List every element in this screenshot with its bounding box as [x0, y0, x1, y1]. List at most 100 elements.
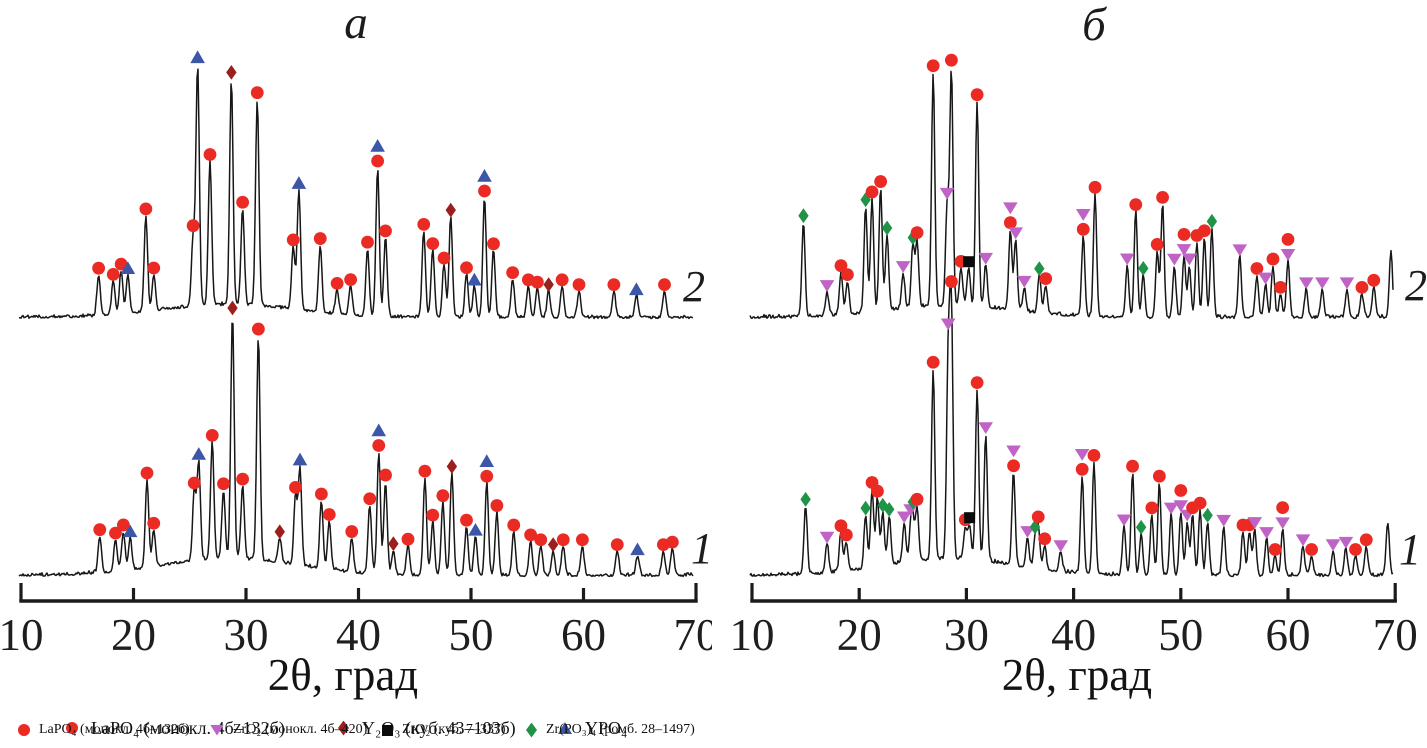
- peak-marker-ZM: [1053, 540, 1069, 553]
- legend-item-L: LaPO₄ (монокл. 4б–132б): [18, 718, 190, 742]
- peak-marker-ZM: [1173, 500, 1189, 513]
- peak-marker-L: [109, 526, 122, 540]
- x-tick-label: 20: [837, 610, 882, 660]
- peak-marker-ZM: [819, 280, 835, 292]
- peak-marker-L: [106, 268, 120, 281]
- peak-marker-L: [1145, 501, 1159, 515]
- peak-marker-ZM: [1163, 502, 1179, 515]
- peak-marker-L: [910, 226, 924, 240]
- peak-marker-ZM: [1325, 539, 1341, 552]
- peak-marker-L: [926, 355, 940, 369]
- peak-marker-L: [371, 154, 385, 168]
- peak-marker-L: [1156, 191, 1169, 204]
- peak-marker-ZM: [1298, 277, 1314, 290]
- peak-marker-Z3: [881, 220, 893, 236]
- xrd-trace-1: [18, 322, 694, 578]
- peak-marker-Y: [122, 524, 138, 538]
- panel-b: 10 20 30 40 50 60 70: [715, 0, 1427, 712]
- peak-marker-L: [1038, 532, 1052, 546]
- x-tick-label: 10: [730, 610, 775, 660]
- peak-marker-L: [926, 59, 940, 73]
- peak-marker-L: [139, 202, 153, 216]
- peak-marker-L: [841, 268, 854, 281]
- panel-a-plot: 10 20 30 40 50 60 70: [0, 50, 713, 660]
- peak-marker-L: [487, 237, 500, 251]
- peak-marker-Y: [120, 261, 136, 275]
- peak-marker-Y: [477, 168, 492, 182]
- peak-marker-Y: [292, 452, 308, 466]
- panel-a-legend: LaPO₄ (монокл. 4б–132б) Y₂O₃ (куб. 43–103…: [0, 714, 1427, 746]
- circle-swatch-icon: [18, 724, 30, 736]
- peak-marker-L: [1355, 281, 1369, 294]
- peak-marker-L: [658, 278, 671, 291]
- peak-marker-L: [1150, 238, 1164, 251]
- peak-marker-L: [322, 508, 336, 521]
- peak-marker-L: [147, 261, 161, 275]
- peak-marker-L: [1087, 448, 1101, 462]
- panel-a: 10 20 30 40 50 60 70: [0, 0, 712, 712]
- peak-marker-L: [1250, 262, 1264, 275]
- peak-marker-L: [910, 492, 924, 506]
- peak-marker-ZM: [939, 187, 955, 200]
- peak-marker-Y: [630, 542, 645, 556]
- peak-marker-L: [1088, 180, 1102, 194]
- peak-marker-L: [1007, 459, 1020, 473]
- peak-marker-L: [1268, 543, 1282, 556]
- peak-marker-L: [1039, 272, 1053, 286]
- peak-marker-L: [314, 487, 328, 501]
- peak-marker-L: [874, 175, 888, 188]
- peak-marker-L: [871, 484, 884, 498]
- peak-marker-L: [1076, 222, 1090, 236]
- peak-marker-ZM: [1020, 526, 1035, 538]
- legend-item-ZC: ZrO₂ (куб. 7–337): [382, 718, 506, 742]
- peak-marker-L: [1281, 232, 1295, 246]
- peak-marker-L: [93, 523, 107, 537]
- peak-marker-L: [607, 278, 621, 291]
- peak-marker-ZC: [964, 512, 976, 524]
- peak-marker-L: [460, 261, 473, 275]
- peak-marker-ZM: [895, 261, 911, 273]
- legend-item-ZM: ZrO₂ (монокл. 4б–420): [210, 718, 367, 742]
- peak-marker-ZM: [978, 252, 993, 265]
- peak-marker-ZM: [1216, 514, 1231, 527]
- peak-marker-L: [1305, 543, 1318, 556]
- peak-marker-ZM: [1315, 277, 1330, 290]
- peak-marker-L: [1276, 501, 1290, 515]
- peak-marker-L: [507, 518, 521, 532]
- peak-marker-L: [506, 266, 520, 279]
- peak-marker-L: [289, 480, 302, 494]
- peak-marker-Y: [370, 139, 385, 152]
- peak-marker-O: [547, 537, 559, 552]
- peak-marker-ZC: [963, 256, 975, 268]
- peak-marker-L: [236, 195, 250, 209]
- x-tick-label: 70: [674, 610, 713, 660]
- peak-marker-ZM: [1232, 244, 1248, 257]
- peak-marker-ZM: [1116, 514, 1132, 527]
- peak-marker-L: [460, 513, 473, 527]
- panel-b-curve-1-label: 1: [1399, 525, 1421, 574]
- peak-marker-ZM: [1182, 253, 1197, 266]
- peak-marker-L: [1274, 280, 1287, 294]
- peak-marker-L: [251, 322, 265, 336]
- peak-marker-ZM: [978, 422, 993, 434]
- peak-marker-ZM: [896, 511, 912, 524]
- peak-marker-L: [401, 532, 415, 546]
- legend-label: Zr(PO₃)₄ (ромб. 28–1497): [546, 722, 695, 737]
- peak-marker-L: [426, 237, 440, 251]
- peak-marker-L: [944, 53, 958, 67]
- peak-marker-L: [418, 464, 432, 478]
- peak-marker-L: [1031, 510, 1045, 524]
- peak-marker-ZM: [1074, 449, 1090, 461]
- peak-marker-L: [534, 533, 548, 547]
- peak-marker-Y: [467, 272, 482, 286]
- peak-marker-O: [446, 459, 458, 474]
- peak-marker-ZM: [1295, 534, 1311, 547]
- peak-marker-Z3: [800, 491, 811, 507]
- peak-marker-ZM: [1259, 527, 1274, 539]
- legend-item-Y: YPO₄: [558, 714, 627, 742]
- peak-marker-L: [205, 429, 219, 442]
- peak-marker-L: [1177, 228, 1191, 241]
- peak-marker-Z3: [860, 500, 871, 516]
- peak-marker-L: [1367, 273, 1381, 287]
